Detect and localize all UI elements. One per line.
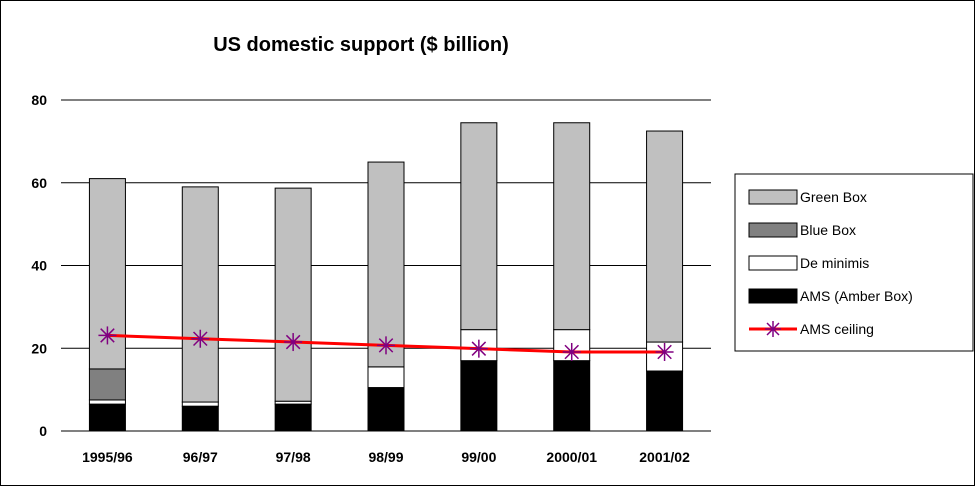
legend: Green Box Blue Box De minimis AMS (Amber Bo…	[734, 173, 974, 352]
legend-swatch	[748, 255, 798, 271]
bar-segment-ams-amber-box	[88, 403, 126, 432]
legend-label: Blue Box	[800, 222, 856, 238]
bar-segment-ams-amber-box	[367, 387, 405, 432]
ams-ceiling-point	[469, 339, 488, 358]
bars	[88, 122, 684, 432]
bar-segment-ams-amber-box	[274, 403, 312, 432]
x-tick-label: 97/98	[276, 449, 311, 465]
legend-label: AMS (Amber Box)	[800, 288, 913, 304]
ams-ceiling-line	[98, 326, 674, 361]
x-tick-label: 98/99	[368, 449, 403, 465]
legend-swatch	[748, 222, 798, 238]
ams-ceiling-point	[655, 342, 674, 361]
bar-segment-blue-box	[88, 368, 126, 401]
y-tick-label: 60	[31, 175, 47, 191]
legend-label: Green Box	[800, 189, 867, 205]
x-tick-label: 2001/02	[639, 449, 690, 465]
ams-ceiling-point	[562, 342, 581, 361]
x-tick-label: 99/00	[461, 449, 496, 465]
legend-label: AMS ceiling	[800, 321, 874, 337]
bar-segment-green-box	[646, 130, 684, 343]
bar-segment-green-box	[553, 122, 591, 331]
ams-ceiling-point	[284, 333, 303, 352]
bar-segment-green-box	[274, 187, 312, 402]
legend-swatch	[748, 288, 798, 304]
bar-segment-de-minimis	[181, 401, 219, 407]
bar-segment-green-box	[367, 161, 405, 368]
bar-segment-ams-amber-box	[646, 370, 684, 432]
bar-segment-de-minimis	[88, 399, 126, 405]
y-tick-label: 80	[31, 92, 47, 108]
bar-segment-ams-amber-box	[181, 405, 219, 432]
legend-swatch	[748, 189, 798, 205]
x-tick-label: 2000/01	[546, 449, 597, 465]
bar-segment-green-box	[460, 122, 498, 331]
y-tick-label: 20	[31, 340, 47, 356]
x-tick-label: 96/97	[183, 449, 218, 465]
y-tick-label: 0	[39, 423, 47, 439]
bar-segment-green-box	[181, 186, 219, 403]
ams-ceiling-point	[98, 326, 117, 345]
x-tick-label: 1995/96	[82, 449, 133, 465]
y-tick-label: 40	[31, 258, 47, 274]
ams-ceiling-point	[191, 329, 210, 348]
bar-segment-de-minimis	[367, 366, 405, 389]
chart-title: US domestic support ($ billion)	[213, 34, 509, 56]
y-axis-ticks: 0 20 40 60 80	[31, 92, 47, 439]
x-axis: 1995/96 96/97 97/98 98/99 99/00 2000/01 2001/0…	[82, 449, 690, 465]
ams-ceiling-point	[377, 336, 395, 355]
legend-marker	[765, 321, 781, 337]
legend-label: De minimis	[800, 255, 869, 271]
bar-segment-ams-amber-box	[553, 360, 591, 432]
bar-segment-ams-amber-box	[460, 360, 498, 432]
